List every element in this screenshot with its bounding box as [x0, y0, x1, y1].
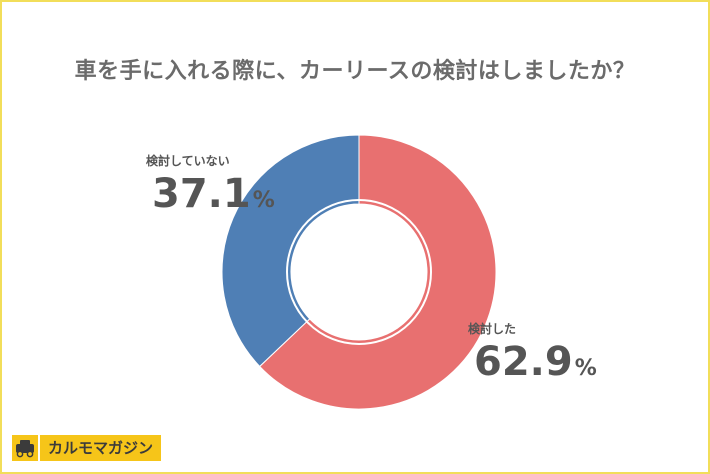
slice-unit-not-considered: %	[253, 188, 275, 213]
slice-label-considered: 検討した	[468, 321, 516, 336]
slice-unit-considered: %	[575, 356, 597, 381]
slice-label-not-considered: 検討していない	[146, 153, 230, 168]
slice-value-not-considered: 37.1	[152, 171, 251, 217]
donut-slice-considered	[259, 134, 497, 410]
chart-title: 車を手に入れる際に、カーリースの検討はしましたか？	[74, 59, 636, 84]
brand-logo-text: カルモマガジン	[40, 435, 162, 461]
svg-text:37.1%: 37.1%	[152, 171, 275, 217]
car-logo-icon	[12, 435, 38, 461]
slice-value-considered: 62.9	[474, 339, 573, 385]
brand-logo: カルモマガジン	[12, 434, 162, 462]
svg-text:62.9%: 62.9%	[474, 339, 597, 385]
donut-inner-ring	[286, 199, 432, 345]
donut-slices	[221, 134, 497, 410]
